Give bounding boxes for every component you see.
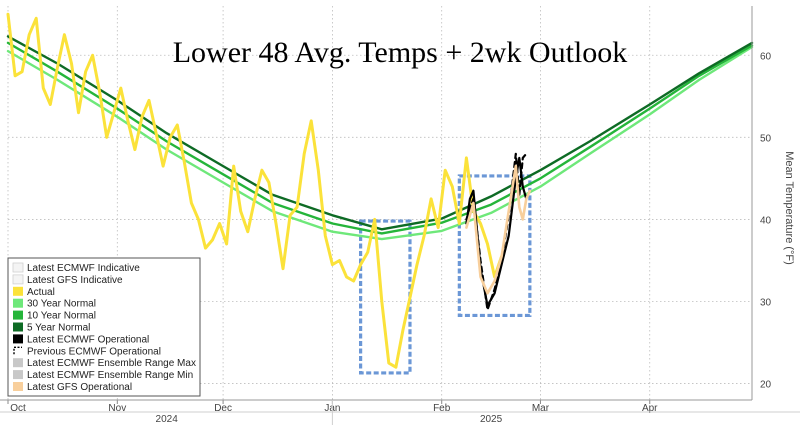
x-year-label: 2025 bbox=[480, 414, 503, 425]
legend-item: Latest ECMWF Ensemble Range Max bbox=[13, 358, 196, 369]
legend-item: Latest ECMWF Indicative bbox=[12, 262, 140, 274]
legend-swatch bbox=[13, 370, 23, 380]
legend-swatch bbox=[12, 262, 24, 273]
legend-swatch bbox=[13, 286, 23, 296]
legend-label: Latest ECMWF Operational bbox=[27, 334, 149, 345]
legend-swatch bbox=[13, 334, 23, 344]
series-latest-gfs-operational bbox=[465, 164, 532, 295]
y-tick-label: 20 bbox=[760, 380, 772, 391]
legend-item: Previous ECMWF Operational bbox=[13, 346, 161, 357]
series-5-year-normal bbox=[6, 35, 754, 231]
series-30-year-normal bbox=[6, 45, 754, 241]
highlight-box bbox=[359, 219, 412, 375]
legend-label: Previous ECMWF Operational bbox=[27, 346, 161, 357]
legend-item: Actual bbox=[13, 286, 55, 298]
legend-item: 10 Year Normal bbox=[13, 310, 96, 322]
legend-label: Latest ECMWF Ensemble Range Max bbox=[27, 358, 196, 369]
legend-label: 30 Year Normal bbox=[27, 299, 96, 310]
x-tick-label: Apr bbox=[642, 403, 658, 414]
legend-swatch bbox=[13, 382, 23, 391]
legend-item: Latest ECMWF Ensemble Range Min bbox=[13, 370, 193, 381]
series-10-year-normal bbox=[6, 41, 754, 235]
legend-item: Latest GFS Indicative bbox=[12, 274, 123, 286]
x-tick-label: Nov bbox=[108, 403, 126, 414]
highlight-boxes bbox=[359, 174, 532, 375]
x-tick-label: Oct bbox=[10, 403, 26, 414]
legend-item: Latest ECMWF Operational bbox=[13, 334, 149, 345]
legend-label: Latest ECMWF Ensemble Range Min bbox=[27, 370, 193, 381]
x-tick-label: Mar bbox=[532, 403, 550, 414]
legend-label: Latest GFS Indicative bbox=[27, 275, 123, 286]
legend-box bbox=[7, 257, 201, 397]
legend-label: Latest ECMWF Indicative bbox=[27, 263, 140, 274]
series-actual bbox=[6, 12, 504, 369]
legend-item: Latest GFS Operational bbox=[13, 382, 132, 393]
legend-label: 5 Year Normal bbox=[27, 323, 90, 334]
x-tick-label: Dec bbox=[214, 403, 232, 414]
legend-swatch bbox=[13, 310, 23, 320]
x-tick-label: Feb bbox=[433, 403, 451, 414]
legend-label: Actual bbox=[27, 287, 55, 298]
legend-label: Latest GFS Operational bbox=[27, 382, 132, 393]
legend-swatch bbox=[13, 298, 23, 308]
x-year-label: 2024 bbox=[156, 414, 179, 425]
legend-swatch bbox=[13, 358, 23, 368]
legend-swatch bbox=[13, 322, 23, 332]
series-lines bbox=[6, 12, 754, 369]
legend-swatch bbox=[13, 346, 22, 355]
chart-title: Lower 48 Avg. Temps + 2wk Outlook bbox=[173, 36, 628, 69]
y-tick-label: 30 bbox=[760, 298, 772, 309]
y-axis-label: Mean Temperature (°F) bbox=[783, 151, 795, 265]
legend-item: 30 Year Normal bbox=[13, 298, 96, 310]
y-tick-label: 50 bbox=[760, 133, 772, 144]
legend-swatch bbox=[12, 274, 24, 285]
y-tick-label: 40 bbox=[760, 215, 772, 226]
legend-label: 10 Year Normal bbox=[27, 311, 96, 322]
legend-item: 5 Year Normal bbox=[13, 322, 90, 334]
y-tick-label: 60 bbox=[760, 51, 772, 62]
